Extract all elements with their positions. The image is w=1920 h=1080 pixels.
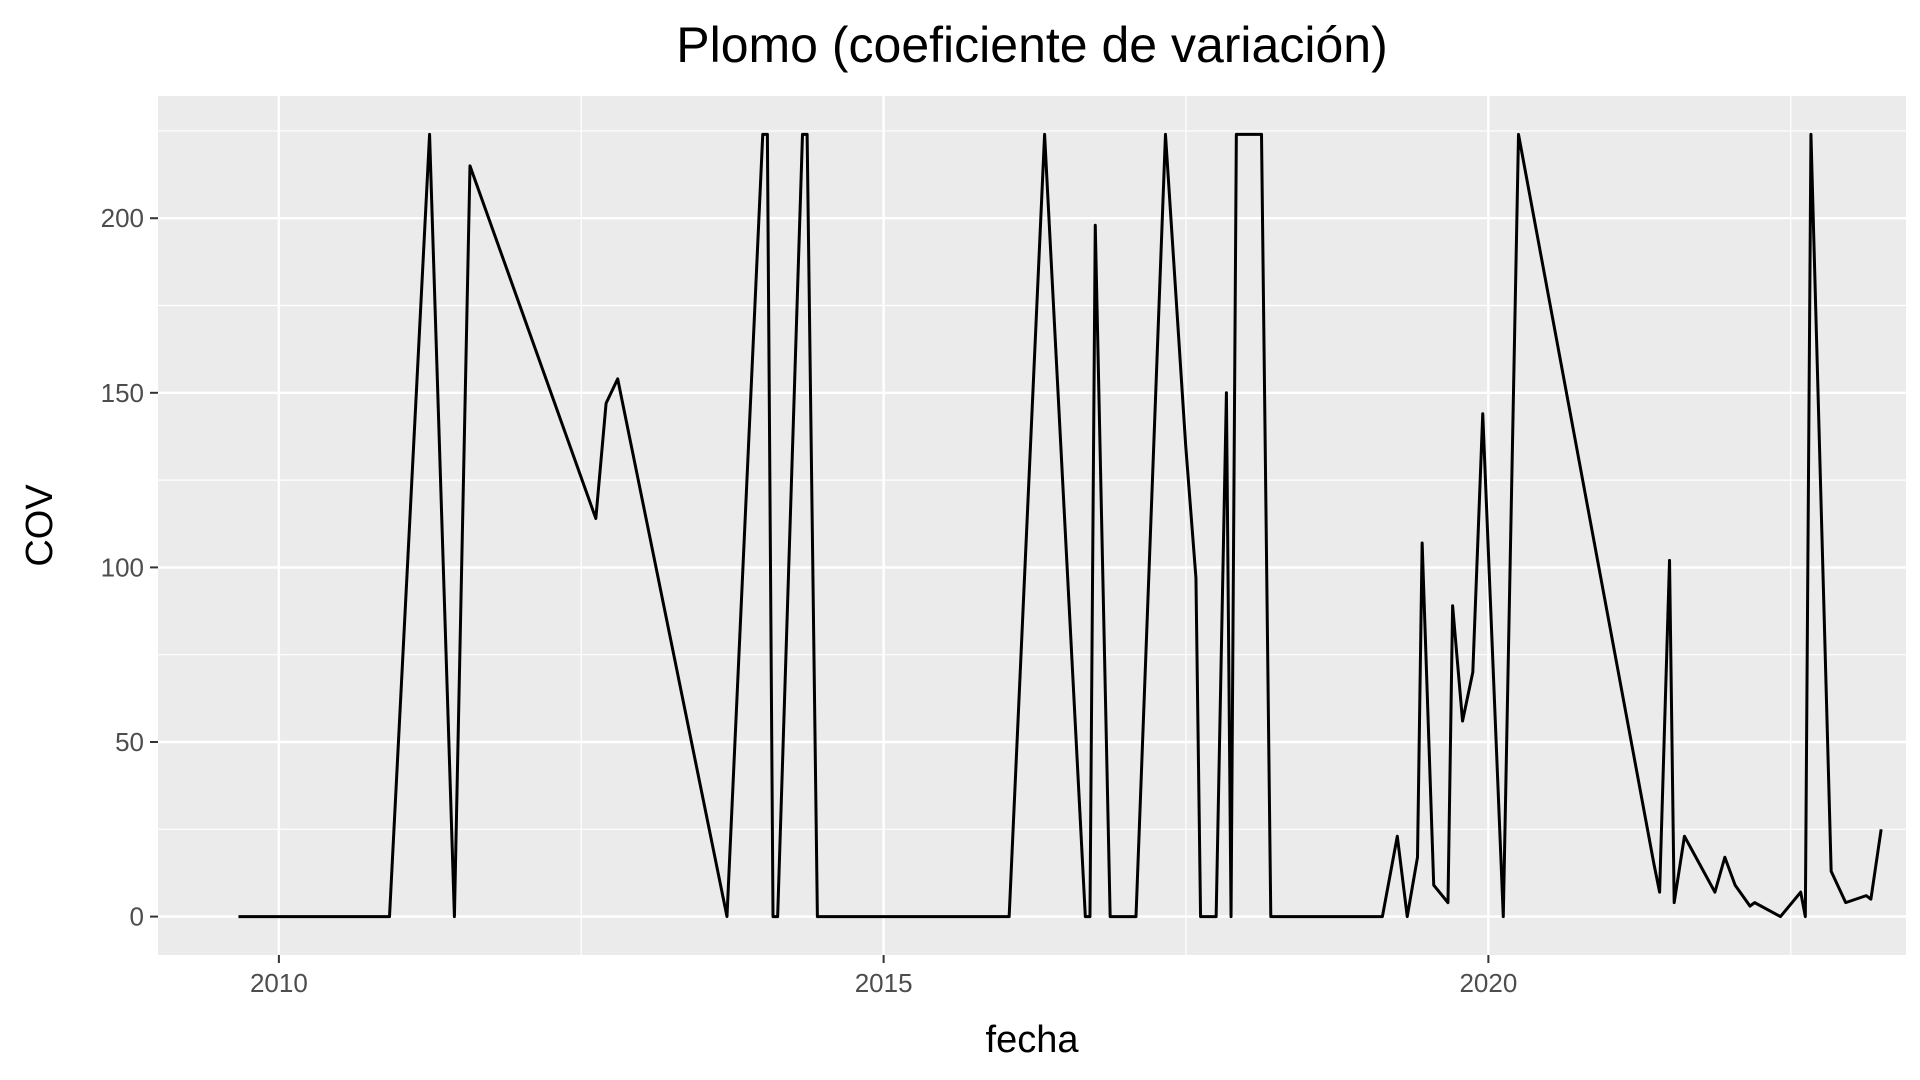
x-axis-title: fecha [986, 1019, 1080, 1061]
y-tick-label: 0 [130, 902, 144, 932]
y-tick-label: 50 [115, 727, 144, 757]
y-axis-title: COV [19, 484, 61, 567]
major-gridlines [158, 96, 1906, 955]
plot-panel [158, 96, 1906, 955]
chart-title: Plomo (coeficiente de variación) [676, 17, 1387, 73]
series-layer [238, 132, 1883, 919]
x-tick-label: 2010 [250, 968, 308, 998]
axis-ticks: 0 50 100 150 200 2010 2015 2020 [101, 203, 1518, 998]
y-tick-label: 100 [101, 552, 144, 582]
y-tick-label: 200 [101, 203, 144, 233]
x-tick-label: 2020 [1459, 968, 1517, 998]
x-tick-label: 2015 [855, 968, 913, 998]
series-line [238, 132, 1883, 919]
y-tick-label: 150 [101, 378, 144, 408]
minor-gridlines [158, 96, 1906, 955]
